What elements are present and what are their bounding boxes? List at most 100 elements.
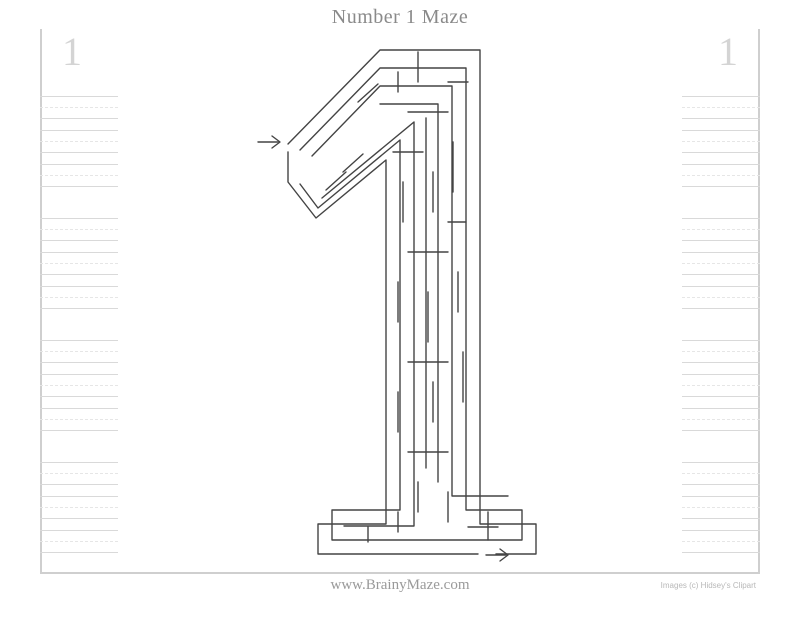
writing-line-dashed: [40, 229, 118, 230]
writing-line-dashed: [40, 385, 118, 386]
writing-line-dashed: [682, 229, 760, 230]
page-title-text: Number 1 Maze: [322, 6, 478, 29]
writing-line-solid: [40, 240, 118, 241]
writing-line-group: [682, 130, 760, 152]
writing-line-solid: [40, 164, 118, 165]
writing-line-solid: [40, 374, 118, 375]
writing-block-right-3: [682, 340, 760, 442]
writing-line-solid: [682, 286, 760, 287]
writing-line-dashed: [682, 175, 760, 176]
writing-line-solid: [40, 118, 118, 119]
writing-line-dashed: [40, 141, 118, 142]
writing-line-solid: [682, 186, 760, 187]
writing-line-group: [40, 374, 118, 396]
writing-line-solid: [682, 118, 760, 119]
writing-line-dashed: [40, 263, 118, 264]
writing-line-group: [682, 408, 760, 430]
page-title: Number 1 Maze: [0, 6, 800, 29]
writing-line-solid: [40, 552, 118, 553]
writing-line-solid: [682, 374, 760, 375]
writing-line-group: [40, 462, 118, 484]
writing-line-solid: [682, 130, 760, 131]
writing-line-solid: [40, 484, 118, 485]
writing-line-solid: [682, 340, 760, 341]
writing-line-group: [682, 164, 760, 186]
writing-line-dashed: [682, 141, 760, 142]
writing-line-solid: [682, 308, 760, 309]
maze-figure: [248, 22, 548, 570]
writing-line-solid: [682, 164, 760, 165]
writing-line-dashed: [682, 541, 760, 542]
writing-line-solid: [40, 396, 118, 397]
writing-line-solid: [40, 96, 118, 97]
writing-line-dashed: [40, 297, 118, 298]
writing-line-solid: [682, 252, 760, 253]
writing-line-solid: [682, 240, 760, 241]
writing-line-solid: [682, 484, 760, 485]
writing-line-solid: [682, 496, 760, 497]
writing-block-left-3: [40, 340, 118, 442]
writing-line-dashed: [682, 263, 760, 264]
writing-line-solid: [682, 362, 760, 363]
writing-line-group: [40, 252, 118, 274]
writing-block-left-1: [40, 96, 118, 198]
writing-block-right-1: [682, 96, 760, 198]
writing-line-solid: [682, 408, 760, 409]
writing-line-solid: [682, 152, 760, 153]
writing-line-group: [40, 408, 118, 430]
writing-line-solid: [40, 408, 118, 409]
writing-block-right-4: [682, 462, 760, 564]
writing-line-solid: [40, 252, 118, 253]
writing-line-group: [40, 96, 118, 118]
writing-line-solid: [682, 96, 760, 97]
writing-line-group: [682, 530, 760, 552]
maze-svg: [248, 22, 548, 570]
writing-line-group: [682, 374, 760, 396]
entry-arrow-icon: [258, 136, 280, 148]
writing-line-dashed: [40, 175, 118, 176]
writing-line-solid: [40, 218, 118, 219]
writing-line-dashed: [682, 473, 760, 474]
writing-line-solid: [40, 274, 118, 275]
writing-line-solid: [682, 518, 760, 519]
writing-line-solid: [682, 218, 760, 219]
writing-line-dashed: [682, 385, 760, 386]
writing-line-solid: [40, 518, 118, 519]
writing-line-dashed: [682, 107, 760, 108]
writing-line-solid: [40, 430, 118, 431]
writing-line-solid: [40, 462, 118, 463]
writing-line-dashed: [682, 507, 760, 508]
writing-line-solid: [682, 396, 760, 397]
writing-line-solid: [682, 430, 760, 431]
writing-line-group: [682, 496, 760, 518]
writing-line-solid: [682, 274, 760, 275]
writing-block-left-4: [40, 462, 118, 564]
writing-block-left-2: [40, 218, 118, 320]
writing-line-dashed: [682, 351, 760, 352]
writing-line-dashed: [40, 541, 118, 542]
writing-line-group: [682, 252, 760, 274]
website-url-text: www.BrainyMaze.com: [321, 577, 480, 594]
writing-line-dashed: [682, 297, 760, 298]
writing-line-solid: [40, 286, 118, 287]
writing-line-dashed: [40, 419, 118, 420]
writing-line-group: [682, 340, 760, 362]
writing-line-solid: [40, 186, 118, 187]
writing-line-solid: [682, 552, 760, 553]
writing-line-solid: [40, 530, 118, 531]
writing-line-solid: [40, 496, 118, 497]
writing-line-dashed: [40, 507, 118, 508]
corner-numeral-left: 1: [62, 28, 82, 75]
writing-line-group: [40, 130, 118, 152]
writing-line-dashed: [40, 351, 118, 352]
writing-line-solid: [682, 530, 760, 531]
writing-line-group: [682, 462, 760, 484]
writing-line-solid: [40, 130, 118, 131]
writing-line-group: [40, 530, 118, 552]
writing-line-group: [40, 496, 118, 518]
writing-line-solid: [40, 340, 118, 341]
writing-line-group: [40, 164, 118, 186]
exit-arrow-icon: [486, 549, 508, 561]
writing-line-group: [682, 218, 760, 240]
writing-line-group: [682, 96, 760, 118]
